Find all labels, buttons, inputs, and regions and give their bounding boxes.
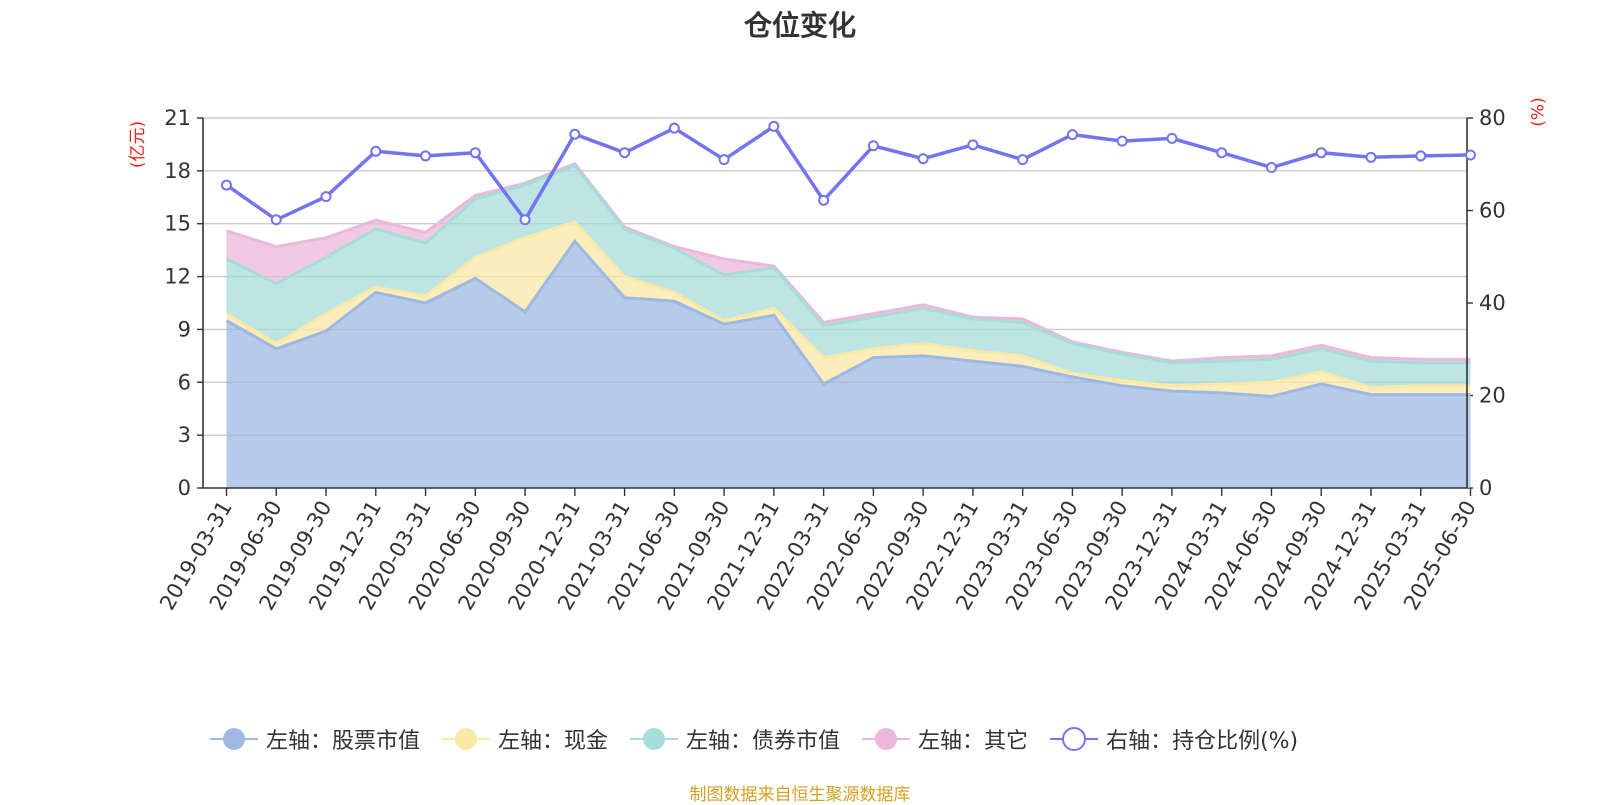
holding-ratio-point (967, 139, 979, 151)
right-axis-tick-label: 20 (1479, 384, 1506, 408)
holding-ratio-point (1465, 149, 1476, 161)
legend-swatch (442, 728, 491, 750)
legend-swatch-marker (223, 728, 245, 750)
legend-swatch-marker (875, 728, 898, 750)
holding-ratio-point (619, 147, 631, 159)
holding-ratio-point (1315, 147, 1327, 159)
holding-ratio-point (1066, 129, 1078, 141)
holding-ratio-point (1116, 135, 1128, 147)
holding-ratio-point (768, 120, 780, 132)
other-edge (226, 161, 1471, 363)
left-axis-tick-label: 6 (178, 370, 191, 394)
stock-market-value-area (226, 241, 1471, 488)
left-axis-tick-label: 12 (164, 265, 191, 289)
right-axis-tick-label: 0 (1479, 476, 1492, 500)
legend-label: 左轴：现金 (498, 729, 609, 754)
holding-ratio-point (270, 214, 282, 226)
holding-ratio-point (867, 140, 879, 152)
legend-swatch-marker (643, 728, 666, 750)
data-source-footer: 制图数据来自恒生聚源数据库 (689, 785, 911, 805)
chart-title: 仓位变化 (743, 9, 856, 42)
left-axis-tick-label: 3 (178, 423, 191, 447)
holding-ratio-point (1365, 151, 1377, 163)
holding-ratio-point (1265, 161, 1277, 173)
legend-item[interactable]: 左轴：现金 (442, 723, 608, 755)
legend-label: 左轴：其它 (918, 729, 1029, 754)
holding-ratio-point (469, 147, 481, 159)
legend-label: 右轴：持仓比例(%) (1106, 729, 1299, 754)
legend-item[interactable]: 右轴：持仓比例(%) (1050, 723, 1298, 755)
holding-ratio-point (718, 154, 730, 166)
left-axis-tick-label: 0 (178, 476, 191, 500)
legend-item[interactable]: 左轴：股票市值 (210, 723, 420, 755)
bond-market-value-area (226, 165, 1471, 388)
holding-ratio-point (420, 150, 432, 162)
legend-swatch-marker (455, 728, 478, 750)
legend-swatch (210, 728, 258, 750)
bond-market-value-edge (225, 163, 1471, 365)
holding-ratio-point (569, 128, 581, 140)
legend-item[interactable]: 左轴：债券市值 (630, 723, 840, 755)
legend-item[interactable]: 左轴：其它 (862, 723, 1028, 755)
left-axis-tick-label: 9 (178, 317, 191, 341)
stock-market-value-edge (225, 238, 1471, 398)
cash-edge (225, 220, 1471, 390)
holding-ratio-point (519, 214, 531, 226)
holding-ratio-point (818, 194, 830, 206)
holding-ratio-point (1415, 150, 1427, 162)
holding-ratio-point (1216, 147, 1228, 159)
legend-swatch-marker (1062, 727, 1087, 751)
legend-swatch (630, 728, 679, 750)
legend-label: 左轴：债券市值 (686, 729, 841, 754)
right-axis-tick-label: 80 (1479, 106, 1506, 130)
legend-label: 左轴：股票市值 (266, 729, 421, 754)
left-axis-tick-label: 18 (164, 159, 191, 183)
legend-swatch (862, 728, 911, 750)
left-axis-tick-label: 21 (164, 106, 191, 130)
holding-ratio-point (221, 179, 232, 191)
right-axis-tick-label: 60 (1479, 199, 1506, 223)
holding-ratio-point (320, 191, 332, 203)
holding-ratio-point (1166, 132, 1178, 144)
holding-ratio-line (225, 123, 1471, 223)
holding-ratio-point (668, 122, 680, 134)
left-axis-tick-label: 15 (164, 212, 191, 236)
legend-swatch (1050, 727, 1099, 751)
holding-ratio-point (917, 153, 929, 165)
chart-legend: 左轴：股票市值 左轴：现金 左轴：债券市值 左轴：其它 右轴：持仓比例(%) (210, 722, 1320, 756)
holding-ratio-point (370, 145, 382, 157)
holding-ratio-point (1017, 154, 1029, 166)
right-axis-tick-label: 40 (1479, 291, 1506, 315)
cash-area (226, 222, 1471, 397)
